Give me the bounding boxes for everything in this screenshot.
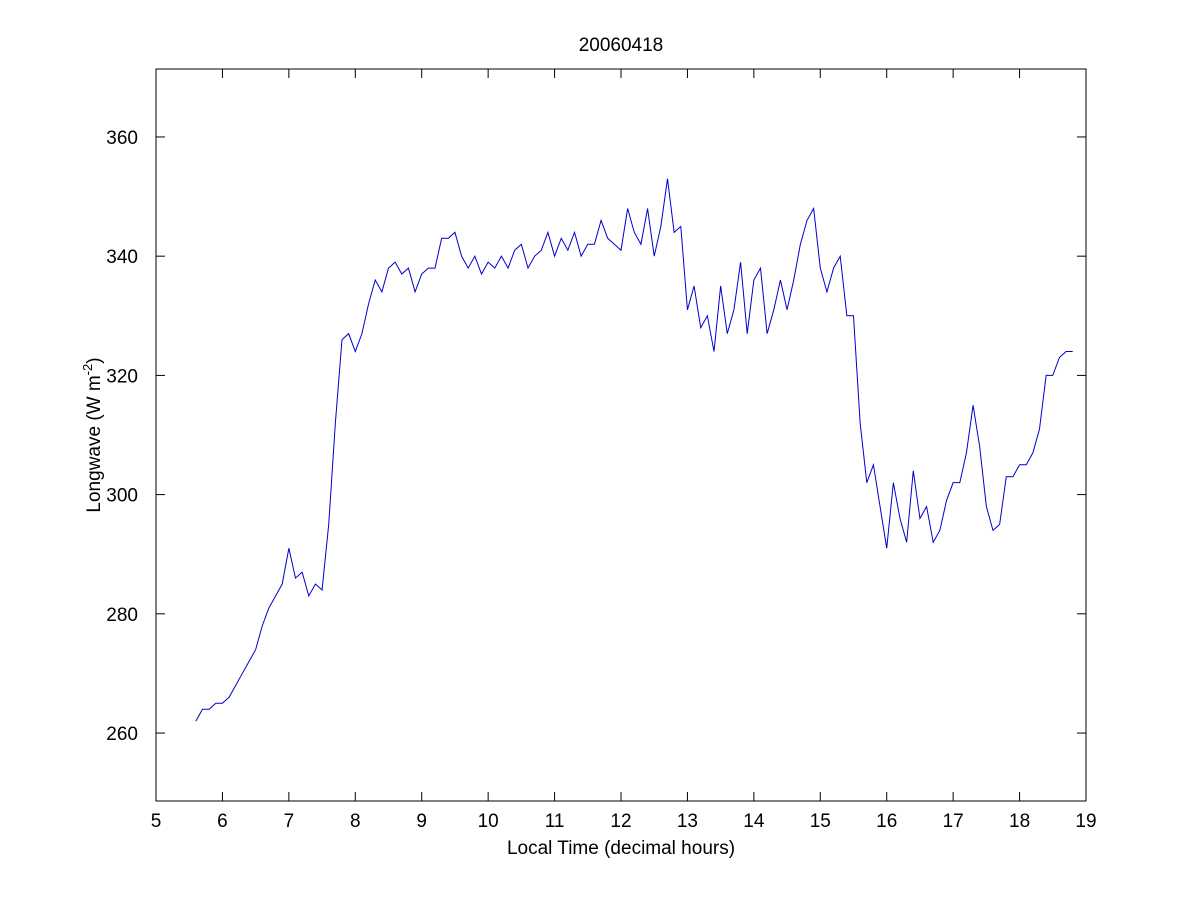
x-tick-label: 17 — [943, 811, 964, 832]
x-tick-label: 15 — [810, 811, 831, 832]
x-tick-label: 16 — [876, 811, 897, 832]
y-label-text: Longwave (W m — [84, 375, 105, 512]
data-line — [195, 178, 1073, 722]
x-tick-label: 14 — [743, 811, 765, 832]
x-tick-label: 6 — [217, 811, 228, 832]
y-label-superscript: -2 — [80, 364, 95, 376]
x-tick-label: 8 — [350, 811, 361, 832]
y-label-suffix: ) — [84, 357, 105, 363]
x-tick-label: 18 — [1009, 811, 1030, 832]
x-tick-label: 19 — [1075, 811, 1096, 832]
y-tick-label: 360 — [106, 128, 138, 149]
y-axis-label: Longwave (W m-2) — [80, 357, 105, 512]
y-tick-label: 280 — [106, 605, 138, 626]
y-tick-label: 340 — [106, 247, 138, 268]
y-tick-label: 260 — [106, 724, 138, 745]
x-tick-label: 13 — [677, 811, 698, 832]
x-tick-label: 5 — [151, 811, 162, 832]
y-tick-label: 320 — [106, 366, 138, 387]
x-tick-label: 9 — [416, 811, 427, 832]
x-tick-label: 12 — [610, 811, 631, 832]
x-tick-label: 10 — [478, 811, 499, 832]
x-tick-label: 7 — [284, 811, 295, 832]
x-tick-label: 11 — [545, 811, 565, 832]
x-axis-label: Local Time (decimal hours) — [507, 838, 735, 859]
chart-title: 20060418 — [579, 35, 664, 56]
y-tick-label: 300 — [106, 486, 138, 507]
